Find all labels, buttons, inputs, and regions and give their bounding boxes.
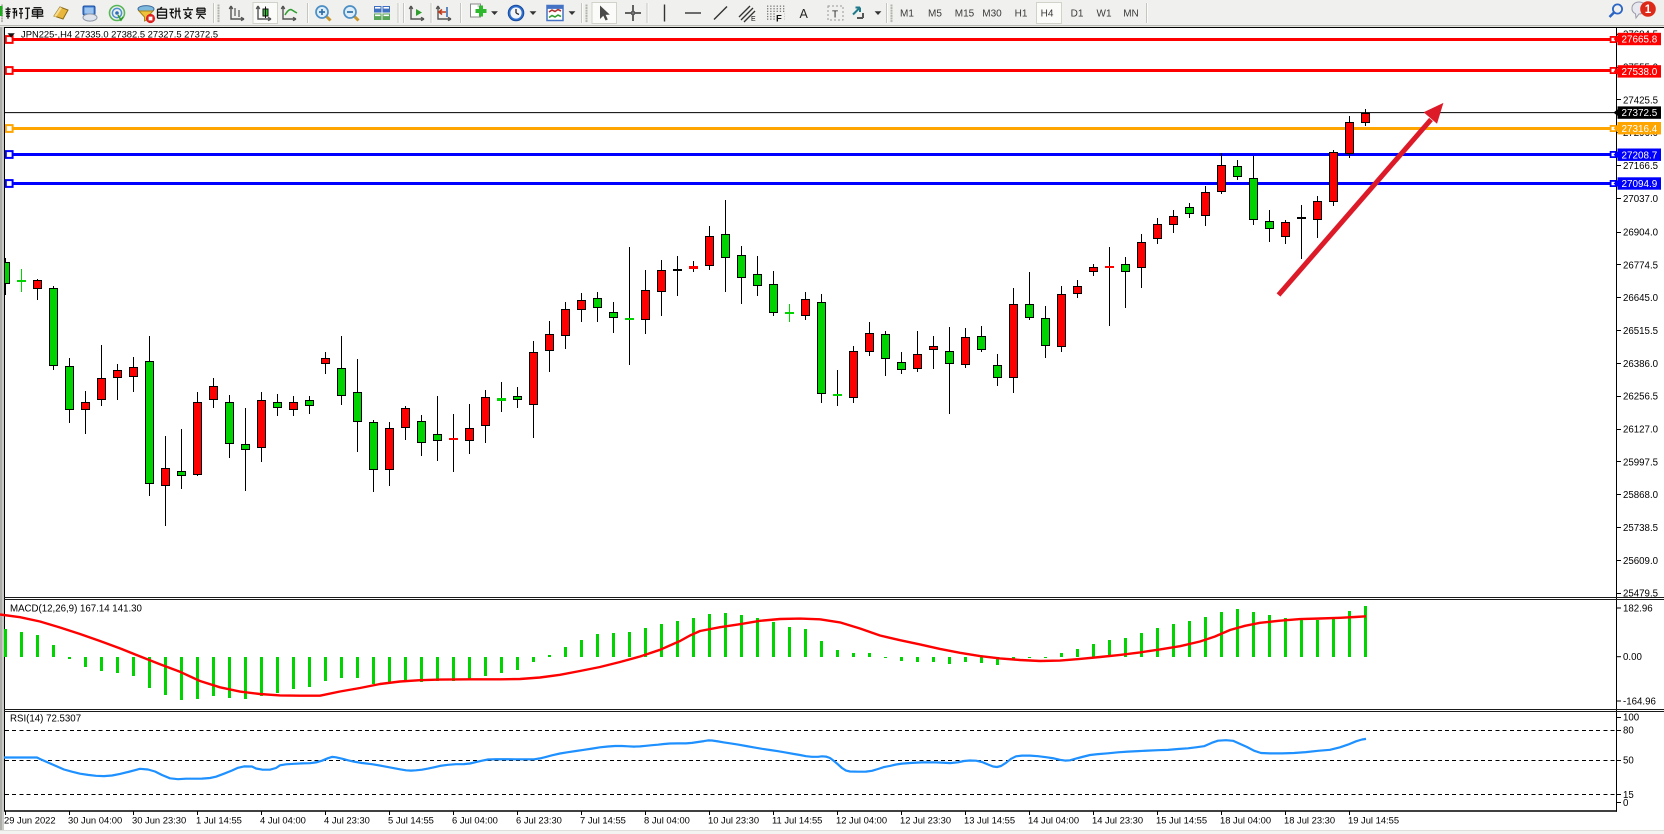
svg-text:30 Jun 23:30: 30 Jun 23:30 xyxy=(132,815,186,826)
svg-text:H4: H4 xyxy=(1041,9,1054,20)
svg-text:5 Jul 14:55: 5 Jul 14:55 xyxy=(388,815,434,826)
svg-text:E: E xyxy=(751,16,756,23)
svg-text:T: T xyxy=(832,10,838,21)
svg-text:8 Jul 04:00: 8 Jul 04:00 xyxy=(644,815,690,826)
svg-text:11 Jul 14:55: 11 Jul 14:55 xyxy=(772,815,822,826)
svg-text:26645.0: 26645.0 xyxy=(1623,293,1659,304)
svg-text:29 Jun 2022: 29 Jun 2022 xyxy=(4,815,56,826)
svg-text:MN: MN xyxy=(1123,9,1139,20)
svg-text:M30: M30 xyxy=(982,9,1002,20)
svg-text:M15: M15 xyxy=(955,9,975,20)
svg-text:182.96: 182.96 xyxy=(1623,603,1653,614)
svg-text:JPN225-,H4 27335.0 27382.5 27: JPN225-,H4 27335.0 27382.5 27327.5 27372… xyxy=(21,29,218,40)
svg-text:15 Jul 14:55: 15 Jul 14:55 xyxy=(1156,815,1207,826)
svg-text:27538.0: 27538.0 xyxy=(1622,67,1658,78)
svg-text:15: 15 xyxy=(1623,790,1634,801)
svg-text:26386.0: 26386.0 xyxy=(1623,359,1659,370)
svg-text:12 Jul 04:00: 12 Jul 04:00 xyxy=(836,815,887,826)
svg-text:14 Jul 23:30: 14 Jul 23:30 xyxy=(1092,815,1143,826)
svg-text:30 Jun 04:00: 30 Jun 04:00 xyxy=(68,815,122,826)
svg-text:A: A xyxy=(800,7,809,21)
svg-text:4 Jul 04:00: 4 Jul 04:00 xyxy=(260,815,306,826)
svg-text:27665.8: 27665.8 xyxy=(1622,35,1658,46)
svg-text:4 Jul 23:30: 4 Jul 23:30 xyxy=(324,815,370,826)
svg-text:50: 50 xyxy=(1623,756,1634,767)
svg-text:26774.5: 26774.5 xyxy=(1623,260,1658,271)
svg-text:13 Jul 14:55: 13 Jul 14:55 xyxy=(964,815,1015,826)
svg-text:27166.5: 27166.5 xyxy=(1623,161,1658,172)
svg-text:6 Jul 04:00: 6 Jul 04:00 xyxy=(452,815,498,826)
svg-text:1 Jul 14:55: 1 Jul 14:55 xyxy=(196,815,242,826)
svg-text:F: F xyxy=(776,14,782,25)
svg-text:25868.0: 25868.0 xyxy=(1623,490,1659,501)
svg-text:0: 0 xyxy=(1623,798,1629,809)
svg-text:25997.5: 25997.5 xyxy=(1623,457,1658,468)
svg-text:27037.0: 27037.0 xyxy=(1623,194,1659,205)
svg-text:M1: M1 xyxy=(900,9,914,20)
svg-text:W1: W1 xyxy=(1097,9,1112,20)
svg-text:10 Jul 23:30: 10 Jul 23:30 xyxy=(708,815,759,826)
svg-text:H1: H1 xyxy=(1015,9,1028,20)
svg-text:26904.0: 26904.0 xyxy=(1623,228,1659,239)
svg-text:19 Jul 14:55: 19 Jul 14:55 xyxy=(1348,815,1399,826)
svg-text:0.00: 0.00 xyxy=(1623,652,1642,663)
svg-text:12 Jul 23:30: 12 Jul 23:30 xyxy=(900,815,951,826)
svg-text:27208.7: 27208.7 xyxy=(1622,150,1658,161)
svg-text:26127.0: 26127.0 xyxy=(1623,425,1659,436)
svg-text:100: 100 xyxy=(1623,712,1640,723)
svg-text:27372.5: 27372.5 xyxy=(1622,108,1658,119)
svg-text:D1: D1 xyxy=(1071,9,1084,20)
svg-text:80: 80 xyxy=(1623,726,1634,737)
svg-text:27425.5: 27425.5 xyxy=(1623,95,1658,106)
svg-text:14 Jul 04:00: 14 Jul 04:00 xyxy=(1028,815,1079,826)
svg-text:25738.5: 25738.5 xyxy=(1623,523,1658,534)
svg-text:26515.5: 26515.5 xyxy=(1623,326,1658,337)
svg-text:1: 1 xyxy=(1645,4,1652,16)
svg-text:18 Jul 23:30: 18 Jul 23:30 xyxy=(1284,815,1335,826)
svg-text:MACD(12,26,9) 167.14 141.30: MACD(12,26,9) 167.14 141.30 xyxy=(10,604,143,615)
svg-text:7 Jul 14:55: 7 Jul 14:55 xyxy=(580,815,626,826)
svg-text:M5: M5 xyxy=(928,9,942,20)
svg-text:25479.5: 25479.5 xyxy=(1623,589,1658,600)
svg-text:6 Jul 23:30: 6 Jul 23:30 xyxy=(516,815,562,826)
svg-text:-164.96: -164.96 xyxy=(1623,696,1656,707)
svg-text:27316.4: 27316.4 xyxy=(1622,124,1658,135)
svg-text:27094.9: 27094.9 xyxy=(1622,179,1658,190)
svg-text:18 Jul 04:00: 18 Jul 04:00 xyxy=(1220,815,1271,826)
svg-text:RSI(14) 72.5307: RSI(14) 72.5307 xyxy=(10,714,81,725)
svg-text:26256.5: 26256.5 xyxy=(1623,392,1658,403)
svg-text:25609.0: 25609.0 xyxy=(1623,556,1659,567)
